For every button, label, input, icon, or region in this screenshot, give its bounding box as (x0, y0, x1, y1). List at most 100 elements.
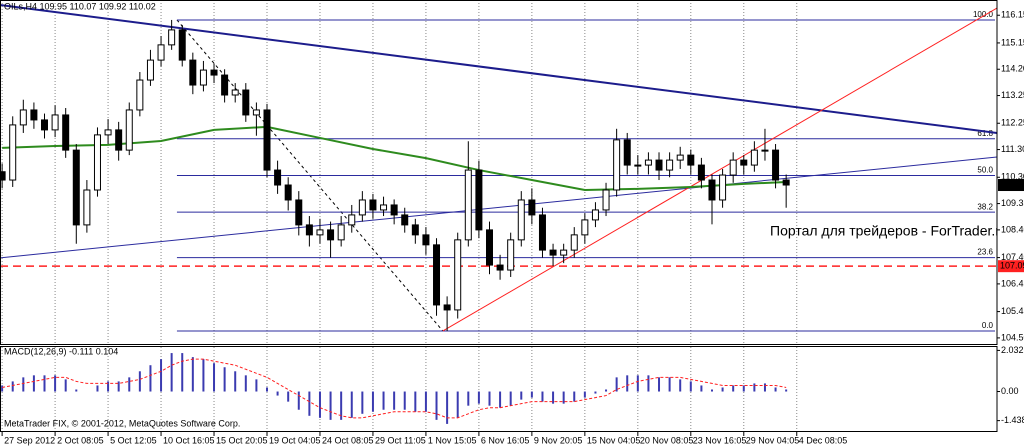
candle-body (401, 214, 409, 226)
alert-price-label: 107.09 (1000, 261, 1024, 271)
candle-body (104, 129, 112, 136)
chart-title: OILs,H4 109.95 110.07 109.92 110.02 (4, 1, 156, 11)
candle-body (210, 69, 218, 76)
candle-body (62, 114, 70, 151)
candle-body (697, 164, 705, 181)
y-tick-label: 108.40 (1001, 224, 1024, 234)
macd-signal (2, 358, 787, 419)
candle-body (316, 229, 324, 236)
x-tick-label: 29 Nov 04:05 (746, 435, 800, 445)
candle-body (719, 174, 727, 201)
candle-body (221, 74, 229, 96)
y-tick-label: 109.35 (1001, 198, 1024, 208)
candle-body (750, 149, 758, 166)
candle-body (676, 154, 684, 161)
x-tick-label: 4 Dec 08:05 (799, 435, 848, 445)
x-tick-label: 20 Nov 08:05 (640, 435, 694, 445)
candle-body (40, 119, 48, 131)
candle-body (295, 199, 303, 226)
candle-body (231, 89, 239, 96)
candle-body (93, 134, 101, 191)
candle-body (507, 239, 515, 271)
candle-body (19, 109, 27, 126)
candle-body (263, 109, 271, 171)
candle-body (9, 124, 17, 181)
x-tick-label: 19 Oct 04:05 (269, 435, 321, 445)
candle-body (528, 199, 536, 216)
candle-body (348, 214, 356, 226)
candle-body (242, 89, 250, 116)
candle-body (0, 171, 6, 181)
candle-body (390, 204, 398, 216)
candle-body (72, 149, 80, 226)
x-tick-label: 15 Oct 20:05 (216, 435, 268, 445)
x-tick-label: 24 Oct 08:05 (322, 435, 374, 445)
candle-body (581, 219, 589, 236)
fibo-level-label: 23.6 (977, 248, 993, 257)
candle-body (782, 179, 790, 186)
candle-body (274, 169, 282, 186)
candle-body (517, 199, 525, 241)
price-frame (0, 0, 998, 345)
candle-body (83, 189, 91, 226)
current-price-label: 110.02 (1000, 179, 1024, 189)
candle-body (168, 29, 176, 46)
candle-body (189, 59, 197, 86)
fibo-level-label: 61.8 (977, 129, 993, 138)
candle-body (761, 149, 769, 152)
candle-body (125, 109, 133, 151)
y-tick-label: -1.438 (1001, 415, 1024, 425)
y-tick-label: 113.25 (1001, 90, 1024, 100)
x-tick-label: 10 Oct 16:05 (163, 435, 215, 445)
candle-body (475, 169, 483, 231)
candle-body (729, 159, 737, 176)
candle-body (655, 159, 663, 171)
candle-body (51, 114, 59, 131)
price-panel: 0.0 23.6 38.2 50.0 61.8 100.0 (0, 3, 997, 332)
x-tick-label: 2 Oct 08:05 (57, 435, 104, 445)
candle-body (666, 159, 674, 171)
candle-body (454, 239, 462, 311)
y-tick-label: 0.00 (1001, 386, 1019, 396)
candle-body (422, 234, 430, 246)
copyright: MetaTrader FIX, © 2001-2012, MetaQuotes … (4, 418, 240, 428)
candle-body (570, 234, 578, 251)
candle-body (496, 264, 504, 271)
watermark: Портал для трейдеров - ForTrader.ru (770, 223, 1008, 239)
candle-body (538, 214, 546, 251)
candle-body (740, 159, 748, 166)
candle-body (634, 164, 642, 167)
x-tick-label: 6 Nov 16:05 (481, 435, 530, 445)
candle-body (464, 169, 472, 241)
candle-body (602, 189, 610, 211)
trendline (0, 3, 997, 134)
fibo-level-label: 38.2 (977, 202, 993, 211)
alert-price-box (998, 260, 1024, 273)
candle-body (199, 69, 207, 86)
y-tick-label: 2.032 (1001, 345, 1024, 355)
moving-average (2, 125, 787, 192)
candle-body (549, 249, 557, 256)
candle-body (560, 249, 568, 256)
macd-title: MACD(12,26,9) -0.111 0.104 (4, 346, 118, 356)
y-tick-label: 111.30 (1001, 144, 1024, 154)
fibo-level-label: 50.0 (977, 166, 993, 175)
candle-body (146, 59, 154, 81)
y-tick-label: 105.45 (1001, 306, 1024, 316)
macd-panel (1, 353, 788, 424)
x-tick-label: 5 Oct 12:05 (110, 435, 157, 445)
y-tick-label: 116.15 (1001, 10, 1024, 20)
candle-body (178, 29, 186, 61)
candle-body (115, 129, 123, 151)
candle-body (772, 149, 780, 181)
candle-body (284, 184, 292, 201)
current-price-box (998, 179, 1024, 192)
candle-body (252, 109, 260, 116)
candle-body (644, 159, 652, 166)
candle-body (485, 229, 493, 266)
y-tick-label: 107.40 (1001, 252, 1024, 262)
trendline (0, 156, 997, 259)
y-tick-label: 110.30 (1001, 172, 1024, 182)
y-tick-label: 114.20 (1001, 64, 1024, 74)
